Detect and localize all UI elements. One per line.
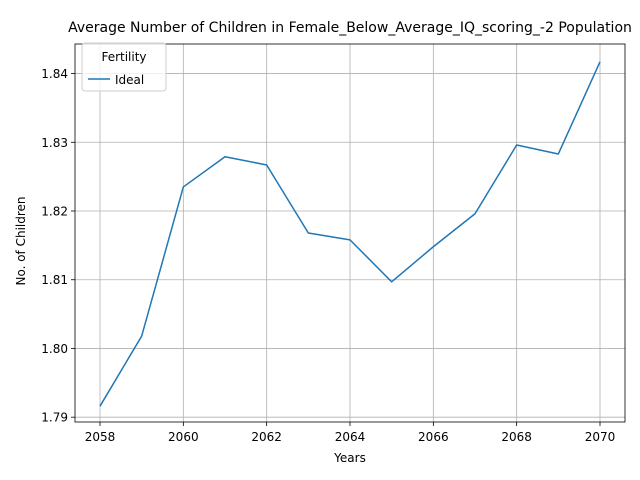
x-tick-label: 2060: [168, 430, 199, 444]
y-axis-label: No. of Children: [14, 196, 28, 285]
series-layer: [99, 61, 601, 407]
y-tick-label: 1.79: [41, 411, 68, 425]
legend: Fertility Ideal: [81, 42, 167, 92]
y-tick-label: 1.81: [41, 273, 68, 287]
y-tick-label: 1.80: [41, 342, 68, 356]
legend-label-ideal: Ideal: [115, 73, 144, 87]
chart-title: Average Number of Children in Female_Bel…: [68, 20, 632, 36]
series-line-ideal: [99, 61, 601, 407]
y-tick-label: 1.84: [41, 67, 68, 81]
grid: [75, 44, 625, 422]
x-tick-label: 2070: [585, 430, 616, 444]
x-tick-label: 2058: [85, 430, 116, 444]
x-tick-label: 2064: [335, 430, 366, 444]
x-axis-ticks: 2058 2060 2062 2064 2066 2068 2070: [85, 422, 616, 444]
y-tick-label: 1.83: [41, 136, 68, 150]
y-tick-label: 1.82: [41, 205, 68, 219]
x-axis-label: Years: [333, 451, 366, 465]
y-axis-ticks: 1.79 1.80 1.81 1.82 1.83 1.84: [41, 67, 75, 425]
legend-title: Fertility: [101, 50, 146, 64]
x-tick-label: 2062: [251, 430, 282, 444]
x-tick-label: 2066: [418, 430, 449, 444]
x-tick-label: 2068: [501, 430, 532, 444]
